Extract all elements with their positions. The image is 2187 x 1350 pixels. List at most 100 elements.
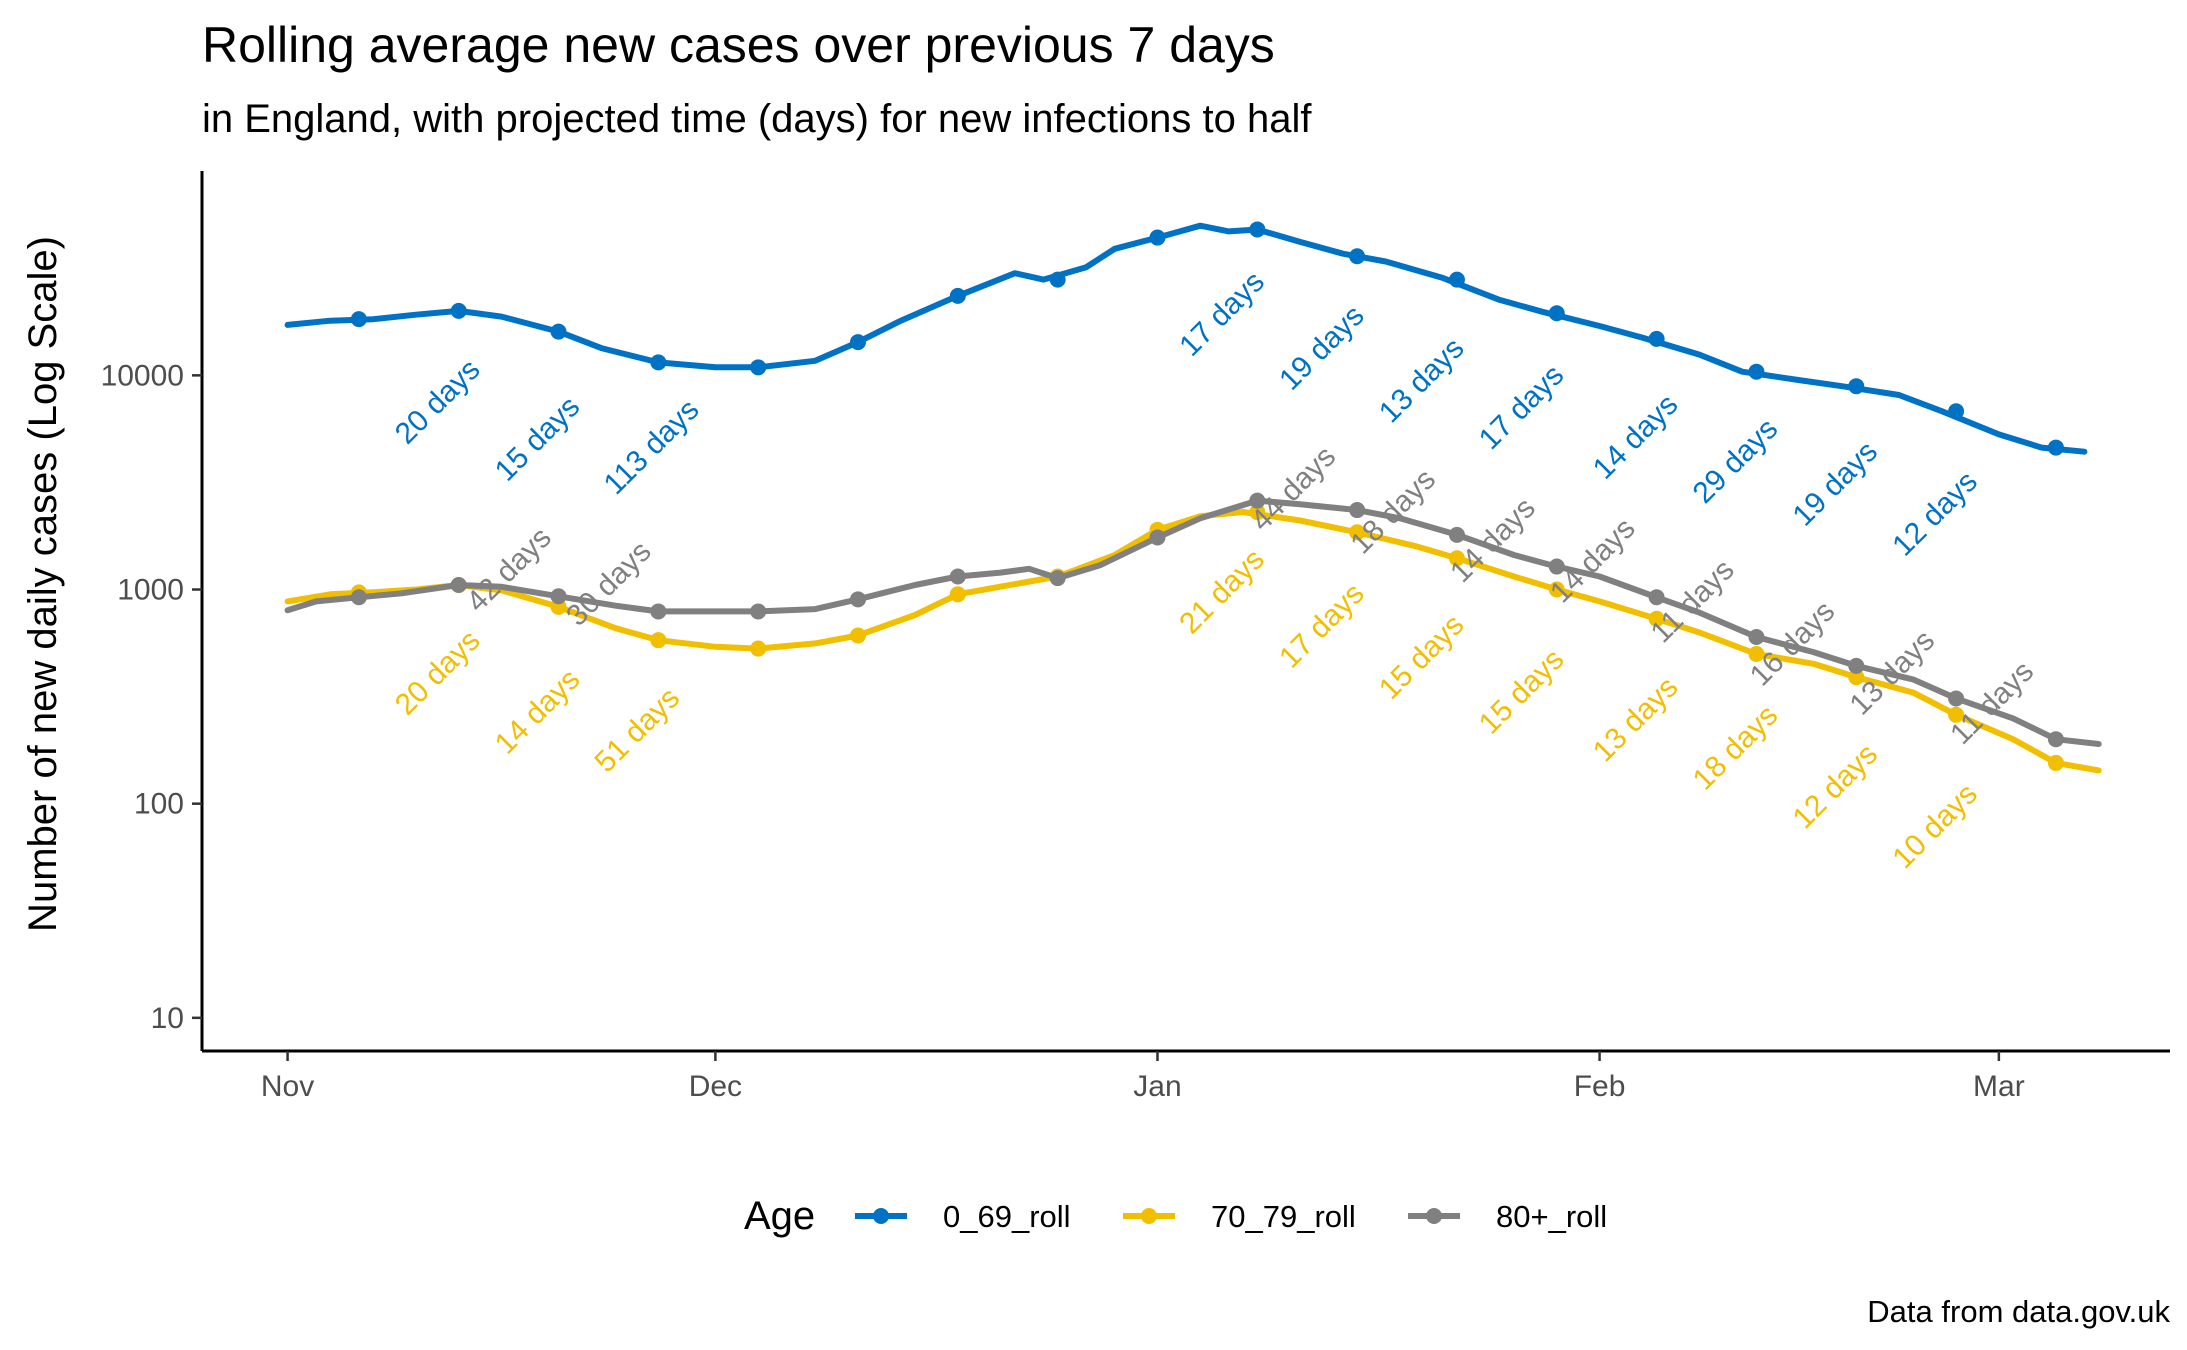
y-axis-title: Number of new daily cases (Log Scale) [21,236,65,932]
data-point-80+_roll [1848,657,1865,674]
legend-swatch-marker [1426,1208,1442,1224]
y-ticks: 10 100 1000 10000 [101,359,202,1035]
y-tick-label: 10000 [101,359,184,392]
x-tick-label: Jan [1133,1070,1181,1103]
halving-annotation: 15 days [1473,643,1571,741]
data-point-70_79_roll [1448,550,1465,567]
halving-annotation: 17 days [1473,358,1571,456]
halving-annotation: 17 days [1173,265,1271,363]
data-point-0_69_roll [550,323,567,340]
data-point-0_69_roll [1049,271,1066,288]
halving-annotation: 18 days [1687,699,1785,797]
data-point-70_79_roll [949,586,966,603]
halving-annotation: 21 days [1173,543,1271,641]
series-line-70_79_roll [284,509,2102,774]
x-tick-label: Feb [1574,1070,1626,1103]
halving-annotation: 44 days [1245,440,1343,538]
data-point-0_69_roll [450,302,467,319]
data-point-0_69_roll [750,359,767,376]
data-point-0_69_roll [1149,229,1166,246]
data-point-80+_roll [550,588,567,605]
halving-annotation: 20 days [389,624,487,722]
data-point-80+_roll [1349,502,1366,519]
data-point-0_69_roll [1748,363,1765,380]
plot-area [284,221,2102,774]
data-point-80+_roll [850,591,866,608]
legend-label-70_79_roll: 70_79_roll [1211,1199,1356,1234]
halving-annotation: 20 days [389,353,487,451]
legend-label-0_69_roll: 0_69_roll [943,1199,1071,1234]
legend-label-80+_roll: 80+_roll [1496,1199,1607,1234]
data-point-80+_roll [1049,570,1066,587]
halving-annotation: 13 days [1587,671,1685,769]
halving-annotation: 19 days [1786,435,1884,533]
halving-annotation: 113 days [598,393,706,501]
halving-annotation: 14 days [489,663,587,761]
legend: Age 0_69_roll 70_79_roll 80+_roll [744,1194,1607,1238]
y-tick-label: 1000 [117,574,184,607]
halving-annotation: 10 days [1886,777,1984,875]
data-point-0_69_roll [1249,221,1266,238]
data-point-0_69_roll [650,354,667,371]
halving-annotation: 17 days [1273,577,1371,675]
series-line-0_69_roll [284,222,2088,455]
data-point-0_69_roll [350,311,367,328]
chart-subtitle: in England, with projected time (days) f… [202,97,1312,141]
data-point-0_69_roll [1349,248,1366,265]
halving-annotation: 30 days [560,535,658,633]
data-point-70_79_roll [1648,610,1665,627]
legend-swatch-marker [873,1208,889,1224]
caption: Data from data.gov.uk [1867,1294,2170,1329]
data-point-0_69_roll [1648,330,1665,347]
data-point-80+_roll [1149,529,1166,546]
halving-annotation: 51 days [589,681,687,779]
data-point-80+_roll [1448,526,1465,543]
data-point-80+_roll [650,603,667,620]
legend-swatch-marker [1141,1208,1157,1224]
data-point-0_69_roll [1848,378,1865,395]
data-point-70_79_roll [1249,504,1266,521]
data-point-80+_roll [450,576,467,593]
chart-title: Rolling average new cases over previous … [202,17,1275,73]
data-point-70_79_roll [1349,524,1366,541]
data-point-70_79_roll [2047,754,2064,771]
data-point-80+_roll [750,603,767,620]
data-point-80+_roll [1648,589,1665,606]
data-point-70_79_roll [850,627,866,644]
halving-annotation: 12 days [1886,465,1984,563]
data-point-70_79_roll [1948,706,1965,723]
axes [200,171,2170,1053]
data-point-80+_roll [2047,731,2064,748]
data-point-0_69_roll [949,287,966,304]
halving-annotation: 12 days [1786,738,1884,836]
data-point-70_79_roll [1848,669,1865,686]
data-point-80+_roll [350,589,367,606]
halving-annotation: 29 days [1687,412,1785,510]
halving-annotation: 19 days [1273,299,1371,397]
data-point-80+_roll [1748,629,1765,646]
data-point-80+_roll [949,568,966,585]
data-point-70_79_roll [750,640,767,657]
y-tick-label: 100 [134,788,184,821]
data-point-0_69_roll [1948,403,1965,420]
y-tick-label: 10 [151,1002,184,1035]
x-tick-label: Nov [261,1070,314,1103]
data-point-80+_roll [1948,690,1965,707]
data-point-70_79_roll [1748,645,1765,662]
x-tick-label: Dec [689,1070,742,1103]
data-point-70_79_roll [650,632,667,649]
data-point-80+_roll [1249,492,1266,509]
data-point-0_69_roll [1448,271,1465,288]
halving-annotation: 15 days [489,390,587,488]
halving-annotation: 15 days [1373,608,1471,706]
x-tick-label: Mar [1973,1070,2025,1103]
data-point-0_69_roll [1548,305,1565,322]
x-ticks: Nov Dec Jan Feb Mar [261,1051,2025,1103]
legend-title: Age [744,1194,815,1238]
halving-annotation: 13 days [1373,332,1471,430]
data-point-80+_roll [1548,558,1565,575]
data-point-0_69_roll [2047,439,2064,456]
data-point-70_79_roll [1548,581,1565,598]
halving-annotation: 14 days [1587,388,1685,486]
